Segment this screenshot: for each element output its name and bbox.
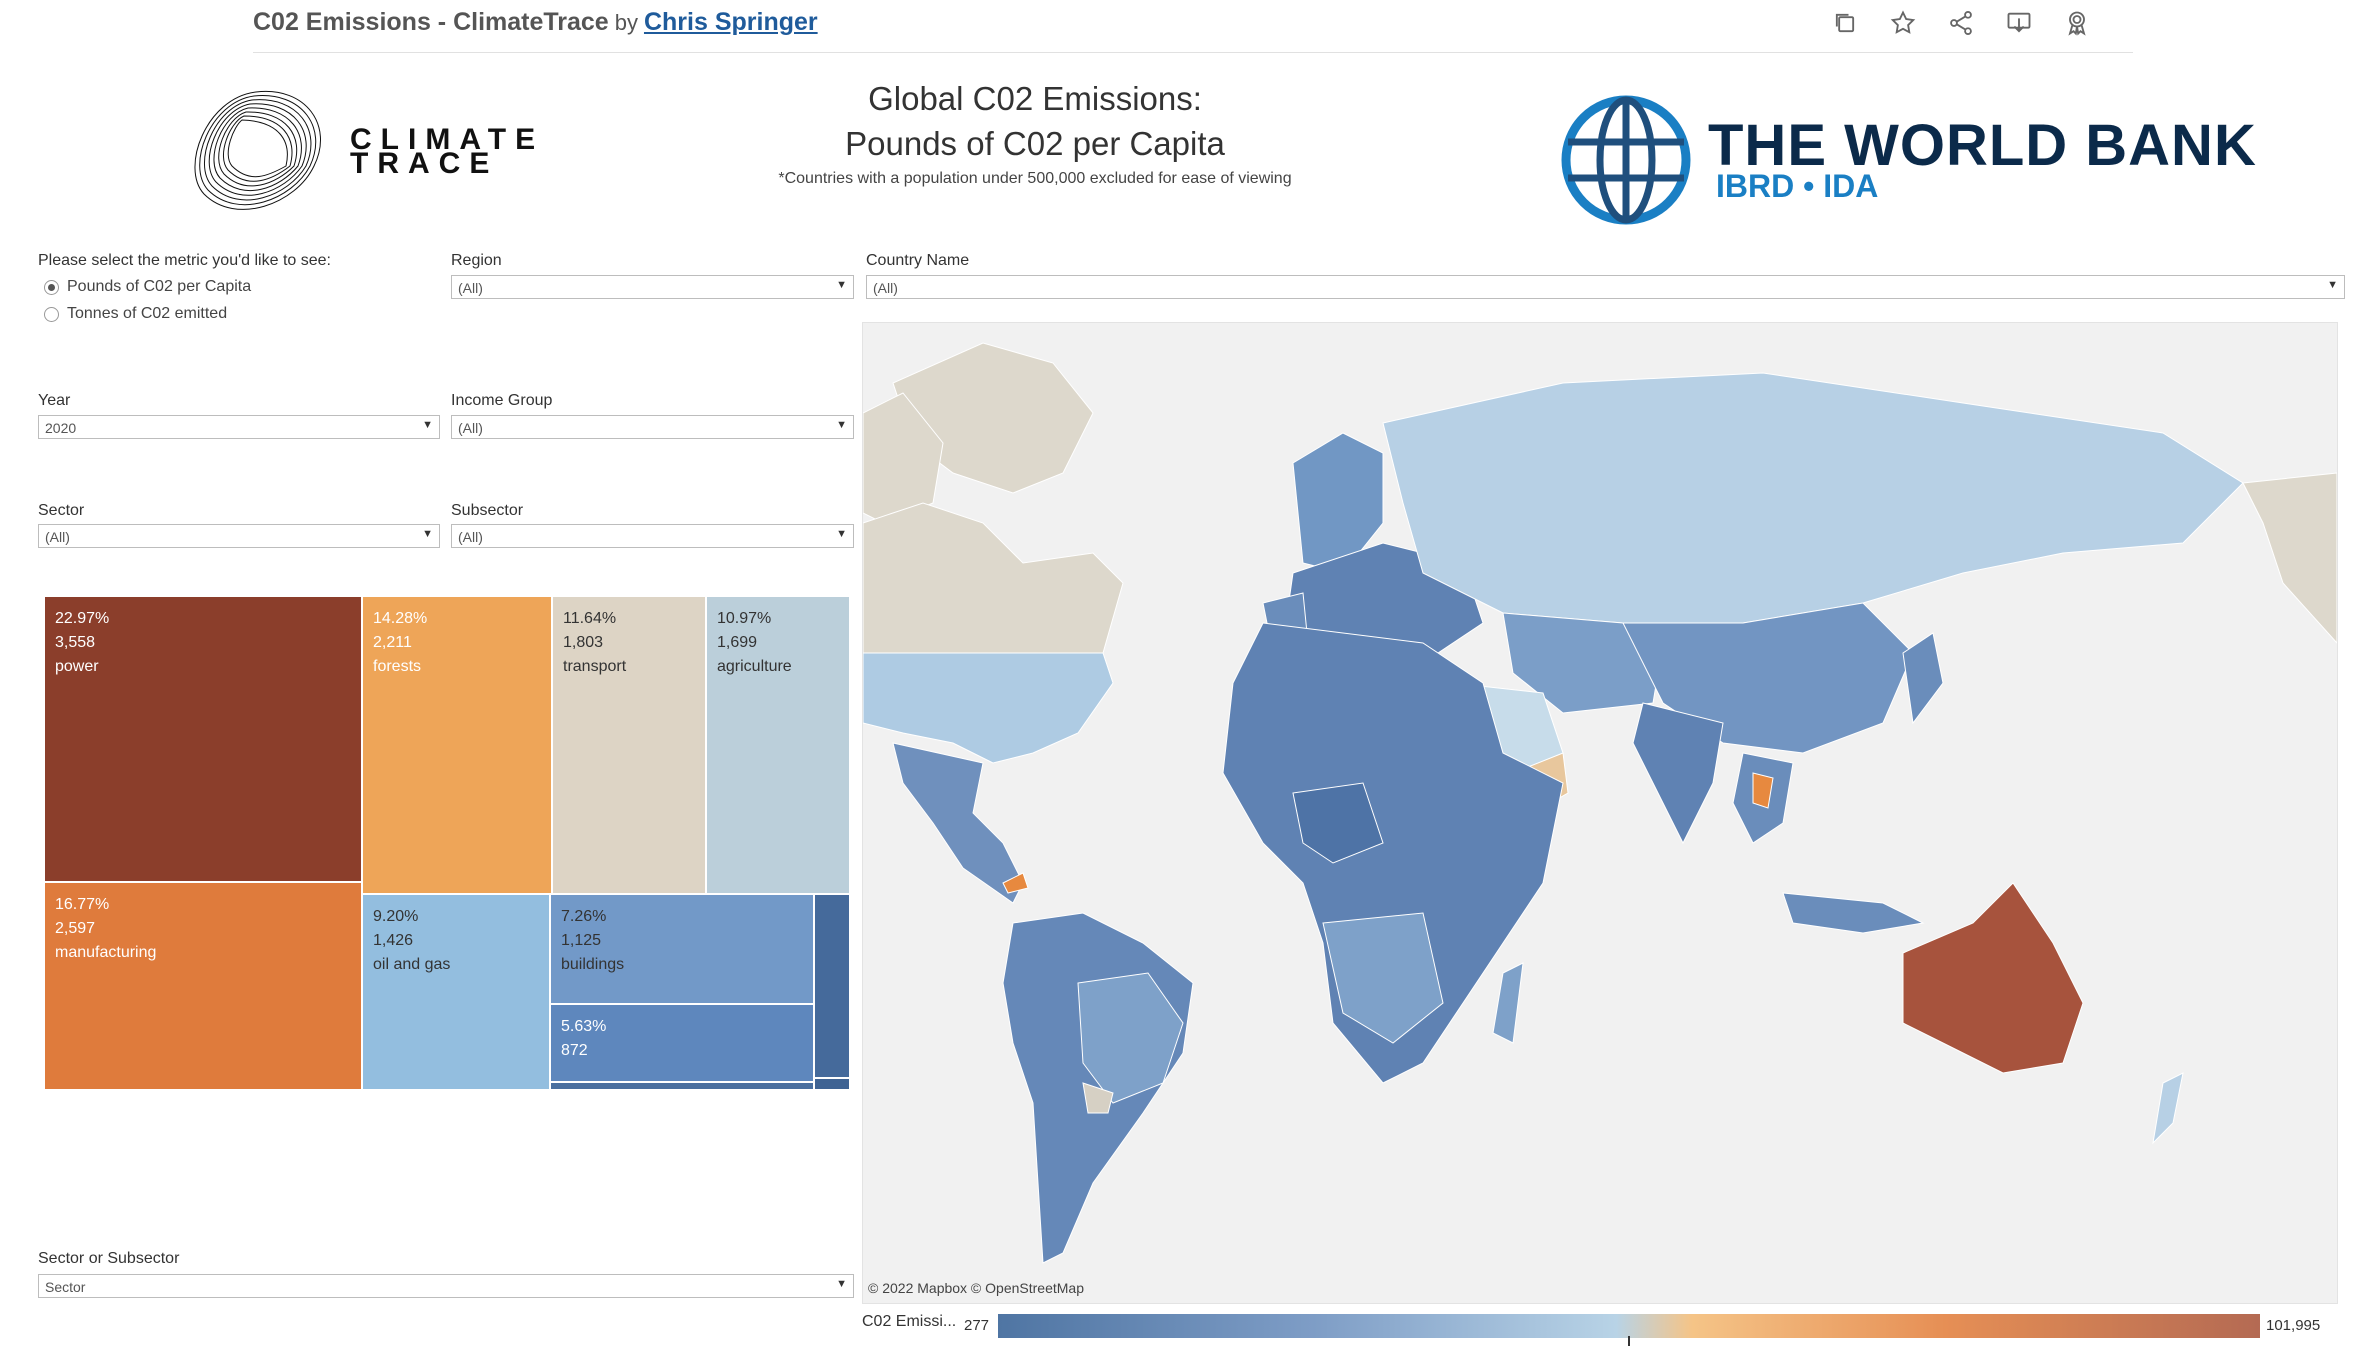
- share-icon[interactable]: [1944, 6, 1978, 40]
- tile-percent: 10.97%: [717, 610, 772, 627]
- treemap-tile-power[interactable]: 22.97% 3,558 power: [44, 596, 362, 882]
- region-dropdown[interactable]: (All) ▼: [451, 275, 854, 299]
- tile-value: 2,211: [373, 634, 412, 651]
- climate-trace-wordmark: CLIMATE TRACE: [350, 123, 545, 180]
- metric-option-tonnes-emitted[interactable]: Tonnes of C02 emitted: [44, 305, 227, 323]
- tile-value: 1,426: [373, 932, 414, 949]
- treemap-tile-manufacturing[interactable]: 16.77% 2,597 manufacturing: [44, 882, 362, 1090]
- author-link[interactable]: Chris Springer: [643, 8, 818, 36]
- color-legend-bar: [998, 1314, 2260, 1338]
- income-filter-label: Income Group: [451, 392, 553, 409]
- sector-or-subsector-label: Sector or Subsector: [38, 1250, 180, 1267]
- treemap-tile-unlabeled-sector[interactable]: 5.63% 872: [550, 1004, 814, 1082]
- tile-value: 1,803: [563, 634, 604, 651]
- metric-option-label: Pounds of C02 per Capita: [67, 278, 252, 295]
- legend-min-value: 277: [964, 1317, 990, 1334]
- chevron-down-icon: ▼: [836, 1278, 847, 1290]
- year-dropdown-value: 2020: [45, 420, 77, 436]
- sector-dropdown[interactable]: (All) ▼: [38, 524, 440, 548]
- legend-title: C02 Emissi...: [862, 1313, 957, 1330]
- tile-name: oil and gas: [373, 956, 451, 973]
- tile-name: agriculture: [717, 658, 792, 675]
- treemap-tile-agriculture[interactable]: 10.97% 1,699 agriculture: [706, 596, 850, 894]
- metric-option-label: Tonnes of C02 emitted: [67, 305, 228, 322]
- treemap-tile-forests[interactable]: 14.28% 2,211 forests: [362, 596, 552, 894]
- metric-selector-label: Please select the metric you'd like to s…: [38, 252, 331, 269]
- subsector-dropdown[interactable]: (All) ▼: [451, 524, 854, 548]
- metric-option-pounds-per-capita[interactable]: Pounds of C02 per Capita: [44, 278, 251, 296]
- chevron-down-icon: ▼: [422, 419, 433, 431]
- treemap-tile-small-sector[interactable]: [550, 1082, 814, 1090]
- chevron-down-icon: ▼: [836, 419, 847, 431]
- chevron-down-icon: ▼: [836, 279, 847, 291]
- sector-or-subsector-value: Sector: [45, 1279, 86, 1295]
- favorite-star-icon[interactable]: [1886, 6, 1920, 40]
- region-dropdown-value: (All): [458, 280, 483, 296]
- top-toolbar: C02 Emissions - ClimateTrace by Chris Spri…: [0, 0, 2356, 54]
- country-dropdown-value: (All): [873, 280, 898, 296]
- tile-name: forests: [373, 658, 422, 675]
- treemap-tile-narrow-sector[interactable]: [814, 894, 850, 1078]
- view-badge-icon[interactable]: [2060, 6, 2094, 40]
- treemap-tile-buildings[interactable]: 7.26% 1,125 buildings: [550, 894, 814, 1004]
- tile-percent: 7.26%: [561, 908, 607, 925]
- treemap-tile-oil-and-gas[interactable]: 9.20% 1,426 oil and gas: [362, 894, 550, 1090]
- tile-percent: 14.28%: [373, 610, 428, 627]
- dashboard-title-line1: Global C02 Emissions:: [868, 80, 1202, 117]
- tile-name: manufacturing: [55, 944, 157, 961]
- year-filter-label: Year: [38, 392, 71, 409]
- tile-name: transport: [563, 658, 627, 675]
- tile-value: 872: [561, 1042, 588, 1059]
- sector-or-subsector-dropdown[interactable]: Sector ▼: [38, 1274, 854, 1298]
- income-dropdown-value: (All): [458, 420, 483, 436]
- world-emissions-map[interactable]: [862, 322, 2338, 1304]
- legend-max-value: 101,995: [2266, 1317, 2321, 1334]
- tile-value: 2,597: [55, 920, 96, 937]
- chevron-down-icon: ▼: [422, 528, 433, 540]
- population-note: *Countries with a population under 500,0…: [778, 170, 1292, 187]
- by-label: by: [614, 10, 638, 35]
- tile-value: 3,558: [55, 634, 96, 651]
- subsector-filter-label: Subsector: [451, 502, 524, 519]
- world-bank-globe-icon: [1556, 92, 1696, 228]
- tile-percent: 9.20%: [373, 908, 419, 925]
- map-canvas: [863, 342, 2337, 1264]
- year-dropdown[interactable]: 2020 ▼: [38, 415, 440, 439]
- tile-percent: 22.97%: [55, 610, 110, 627]
- tile-name: buildings: [561, 956, 625, 973]
- duplicate-icon[interactable]: [1828, 6, 1862, 40]
- country-dropdown[interactable]: (All) ▼: [866, 275, 2345, 299]
- subsector-dropdown-value: (All): [458, 529, 483, 545]
- header-divider: [253, 52, 2133, 53]
- world-bank-subtitle: IBRD • IDA: [1716, 168, 1879, 204]
- chevron-down-icon: ▼: [836, 528, 847, 540]
- workbook-title: C02 Emissions - ClimateTrace by Chris Spri…: [253, 8, 818, 37]
- tile-name: power: [55, 658, 99, 675]
- world-bank-title: THE WORLD BANK: [1708, 113, 2257, 178]
- tile-percent: 16.77%: [55, 896, 110, 913]
- tile-percent: 5.63%: [561, 1018, 607, 1035]
- map-attribution[interactable]: © 2022 Mapbox © OpenStreetMap: [868, 1280, 1084, 1296]
- sector-treemap: 22.97% 3,558 power 14.28% 2,211 forests …: [44, 596, 850, 1090]
- country-filter-label: Country Name: [866, 252, 970, 269]
- dashboard-title-line2: Pounds of C02 per Capita: [845, 125, 1225, 162]
- download-icon[interactable]: [2002, 6, 2036, 40]
- legend-center-tick: [1628, 1336, 1630, 1346]
- climate-trace-logo: [186, 86, 328, 222]
- radio-selected-icon[interactable]: [44, 279, 59, 295]
- sector-filter-label: Sector: [38, 502, 85, 519]
- income-dropdown[interactable]: (All) ▼: [451, 415, 854, 439]
- sector-dropdown-value: (All): [45, 529, 70, 545]
- treemap-tile-transport[interactable]: 11.64% 1,803 transport: [552, 596, 706, 894]
- workbook-name: C02 Emissions - ClimateTrace: [253, 8, 609, 36]
- treemap-tile-smallest-sector[interactable]: [814, 1078, 850, 1090]
- region-filter-label: Region: [451, 252, 502, 269]
- tile-value: 1,125: [561, 932, 602, 949]
- tile-value: 1,699: [717, 634, 758, 651]
- radio-unselected-icon[interactable]: [44, 306, 59, 322]
- chevron-down-icon: ▼: [2327, 279, 2338, 291]
- tile-percent: 11.64%: [563, 610, 617, 627]
